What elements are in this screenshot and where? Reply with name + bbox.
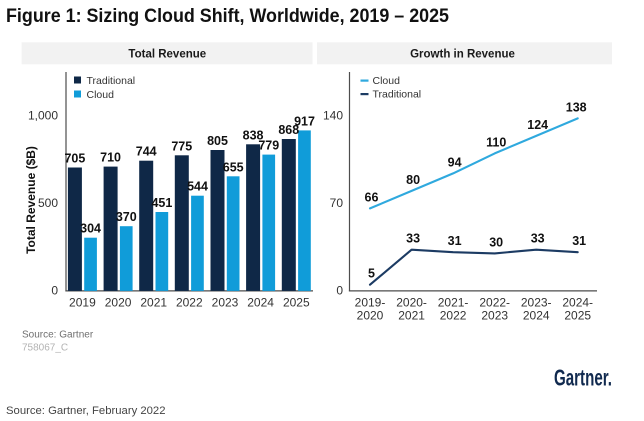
svg-text:Growth in Revenue: Growth in Revenue <box>410 48 515 60</box>
svg-text:2021: 2021 <box>398 309 425 323</box>
svg-text:33: 33 <box>406 232 420 246</box>
svg-text:31: 31 <box>448 234 462 248</box>
svg-text:2021-: 2021- <box>438 296 469 310</box>
svg-text:2023: 2023 <box>212 296 239 310</box>
svg-text:2024: 2024 <box>523 309 550 323</box>
svg-text:805: 805 <box>207 134 228 148</box>
svg-text:5: 5 <box>368 267 375 281</box>
svg-text:2019: 2019 <box>69 296 96 310</box>
svg-text:775: 775 <box>171 139 192 153</box>
svg-text:2020: 2020 <box>357 309 384 323</box>
svg-text:31: 31 <box>572 234 586 248</box>
svg-text:304: 304 <box>80 222 101 236</box>
svg-text:124: 124 <box>527 118 548 132</box>
svg-text:2022-: 2022- <box>479 296 510 310</box>
svg-text:Source: Gartner, February 2022: Source: Gartner, February 2022 <box>6 405 166 417</box>
svg-text:Cloud: Cloud <box>373 75 401 87</box>
svg-text:2020-: 2020- <box>396 296 427 310</box>
svg-text:544: 544 <box>187 180 208 194</box>
svg-text:744: 744 <box>136 145 157 159</box>
svg-text:2023-: 2023- <box>521 296 552 310</box>
svg-text:138: 138 <box>566 100 587 114</box>
svg-text:Total Revenue: Total Revenue <box>128 48 206 60</box>
svg-text:2024-: 2024- <box>562 296 593 310</box>
svg-text:2025: 2025 <box>564 309 591 323</box>
svg-text:705: 705 <box>64 152 85 166</box>
svg-text:2025: 2025 <box>283 296 310 310</box>
svg-text:655: 655 <box>223 160 244 174</box>
svg-text:2021: 2021 <box>140 296 167 310</box>
svg-text:1,000: 1,000 <box>28 109 58 123</box>
svg-text:758067_C: 758067_C <box>22 343 68 354</box>
svg-text:94: 94 <box>448 155 462 169</box>
svg-text:110: 110 <box>486 135 506 149</box>
svg-text:2019-: 2019- <box>355 296 386 310</box>
svg-text:30: 30 <box>489 235 503 249</box>
svg-text:70: 70 <box>330 196 344 210</box>
svg-text:838: 838 <box>243 128 264 142</box>
svg-text:0: 0 <box>51 284 58 298</box>
svg-text:140: 140 <box>323 109 343 123</box>
svg-text:2020: 2020 <box>105 296 132 310</box>
svg-text:917: 917 <box>294 114 315 128</box>
svg-text:Total Revenue ($B): Total Revenue ($B) <box>24 146 38 254</box>
svg-text:2023: 2023 <box>481 309 508 323</box>
svg-text:Traditional: Traditional <box>87 75 136 87</box>
svg-text:451: 451 <box>151 196 172 210</box>
svg-text:370: 370 <box>116 210 137 224</box>
svg-text:Cloud: Cloud <box>87 89 115 101</box>
svg-text:2022: 2022 <box>176 296 203 310</box>
svg-text:Gartner.: Gartner. <box>554 365 612 391</box>
svg-text:779: 779 <box>258 139 279 153</box>
svg-text:2022: 2022 <box>440 309 467 323</box>
svg-text:66: 66 <box>365 190 379 204</box>
svg-text:500: 500 <box>38 196 58 210</box>
svg-text:33: 33 <box>531 232 545 246</box>
svg-text:2024: 2024 <box>247 296 274 310</box>
svg-text:80: 80 <box>406 173 420 187</box>
svg-text:Traditional: Traditional <box>373 89 422 101</box>
svg-text:Figure 1: Sizing Cloud Shift,: Figure 1: Sizing Cloud Shift, Worldwide,… <box>6 6 449 27</box>
svg-text:710: 710 <box>100 151 121 165</box>
svg-text:Source: Gartner: Source: Gartner <box>22 330 94 341</box>
svg-text:0: 0 <box>336 284 343 298</box>
svg-text:868: 868 <box>278 123 299 137</box>
